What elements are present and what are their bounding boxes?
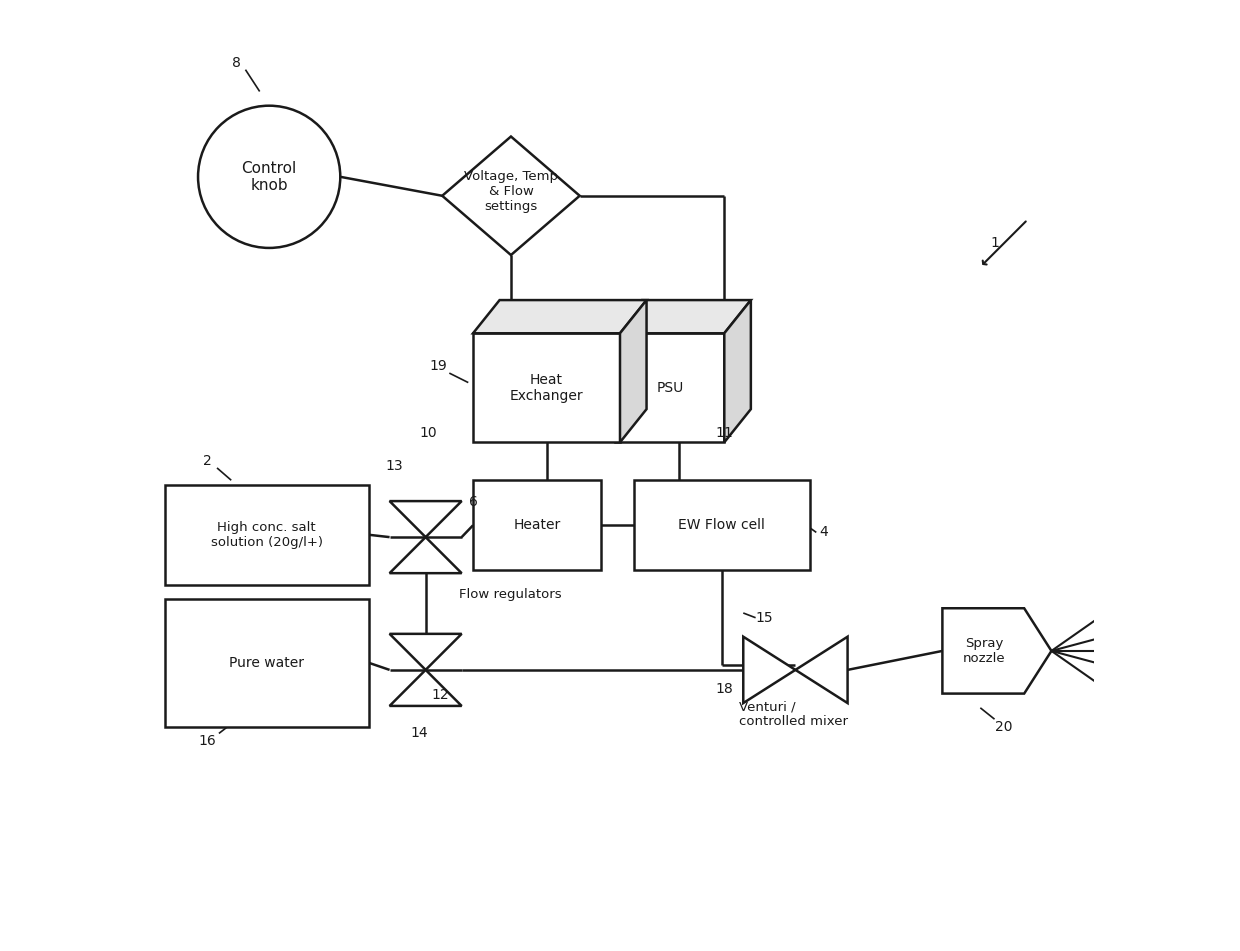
Text: 10: 10 [419,426,438,439]
Text: Flow regulators: Flow regulators [459,588,562,600]
Text: 12: 12 [432,689,449,703]
Text: Heat
Exchanger: Heat Exchanger [510,373,583,403]
Text: Control
knob: Control knob [242,161,296,193]
Polygon shape [389,670,461,706]
FancyBboxPatch shape [615,333,724,442]
Text: 6: 6 [469,495,477,509]
Text: 16: 16 [198,734,217,748]
Polygon shape [724,301,751,442]
FancyBboxPatch shape [634,480,810,571]
Text: 13: 13 [386,459,403,473]
Text: Venturi /
controlled mixer: Venturi / controlled mixer [739,701,847,728]
Polygon shape [443,137,580,255]
Text: High conc. salt
solution (20g/l+): High conc. salt solution (20g/l+) [211,521,322,549]
Text: Spray
nozzle: Spray nozzle [962,637,1006,665]
Text: 11: 11 [715,426,733,439]
FancyBboxPatch shape [472,333,620,442]
Text: 19: 19 [429,359,446,374]
Polygon shape [795,637,848,703]
Polygon shape [942,609,1052,693]
Text: 8: 8 [232,56,241,70]
Polygon shape [615,301,751,333]
Text: 20: 20 [996,720,1013,734]
Text: 15: 15 [755,611,773,625]
FancyBboxPatch shape [165,485,368,585]
Polygon shape [472,301,646,333]
Text: Heater: Heater [513,518,560,533]
Text: EW Flow cell: EW Flow cell [678,518,765,533]
FancyBboxPatch shape [472,480,601,571]
Text: Voltage, Temp
& Flow
settings: Voltage, Temp & Flow settings [464,169,558,212]
Polygon shape [743,637,795,703]
Text: 4: 4 [820,525,828,539]
Polygon shape [389,501,461,537]
Polygon shape [389,537,461,573]
Polygon shape [389,634,461,670]
Text: 2: 2 [203,455,212,468]
Text: 1: 1 [990,236,999,250]
Text: Pure water: Pure water [229,656,304,670]
Text: 14: 14 [410,727,428,741]
Polygon shape [620,301,646,442]
Text: 18: 18 [715,682,733,696]
FancyBboxPatch shape [165,599,368,727]
Text: PSU: PSU [656,380,683,395]
Circle shape [198,106,340,248]
